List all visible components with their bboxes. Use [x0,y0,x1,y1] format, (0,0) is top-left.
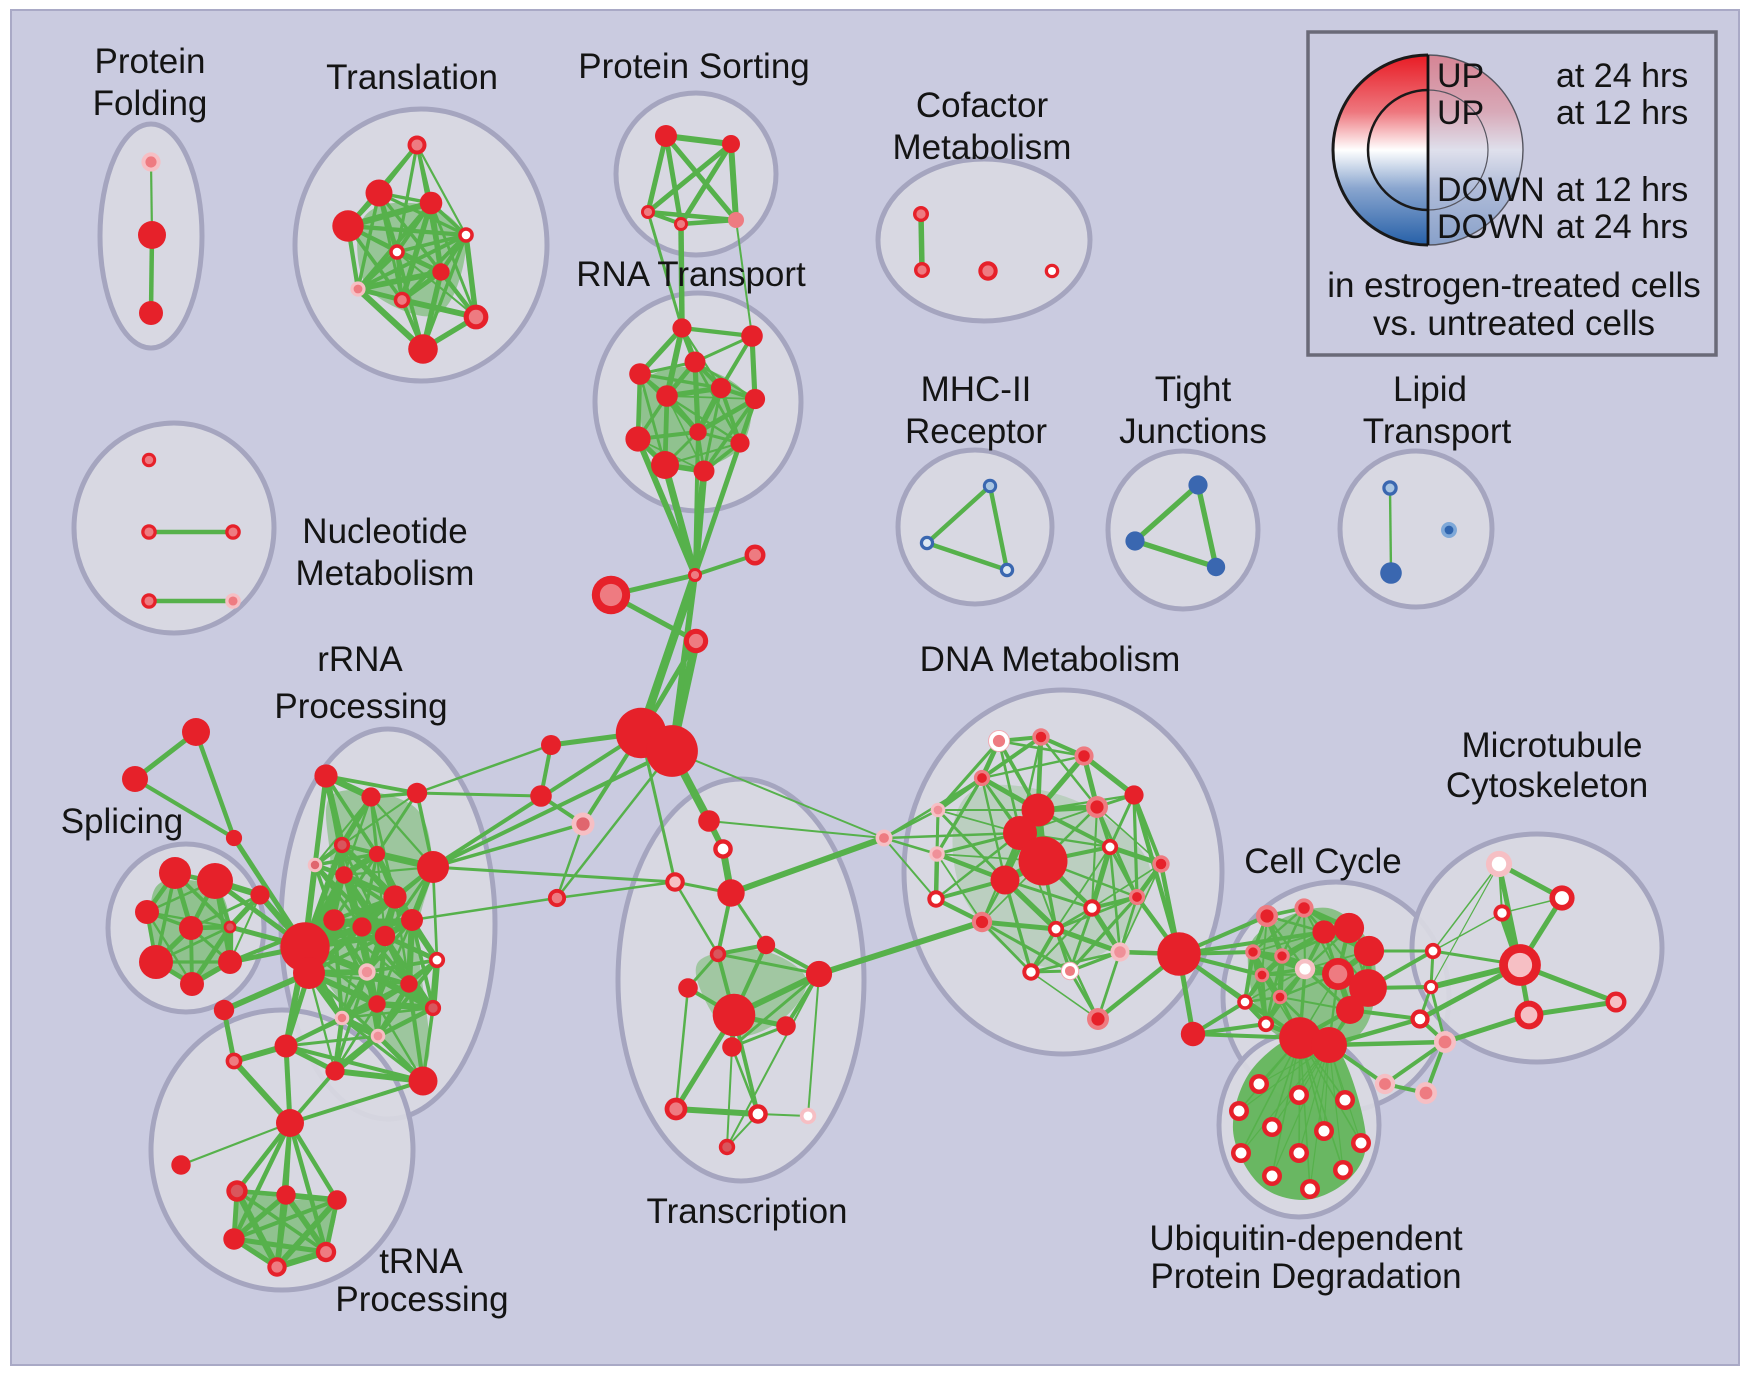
svg-text:at 12 hrs: at 12 hrs [1556,94,1688,132]
svg-text:rRNA: rRNA [317,640,403,679]
svg-text:at 12 hrs: at 12 hrs [1556,171,1688,209]
svg-text:Splicing: Splicing [61,802,184,841]
svg-text:Junctions: Junctions [1119,412,1267,451]
svg-text:Processing: Processing [274,687,447,726]
svg-text:DOWN: DOWN [1437,208,1545,246]
svg-text:Nucleotide: Nucleotide [302,512,467,551]
svg-text:UP: UP [1437,94,1484,132]
svg-text:Protein Sorting: Protein Sorting [578,47,810,86]
svg-text:Metabolism: Metabolism [893,128,1072,167]
svg-text:RNA Transport: RNA Transport [576,255,806,294]
svg-text:Lipid: Lipid [1393,370,1467,409]
svg-text:Tight: Tight [1155,370,1232,409]
svg-text:Translation: Translation [326,58,498,97]
svg-text:Transcription: Transcription [647,1192,848,1231]
svg-text:Cell Cycle: Cell Cycle [1244,842,1402,881]
svg-text:Protein Degradation: Protein Degradation [1150,1257,1461,1296]
svg-text:in estrogen-treated cells: in estrogen-treated cells [1327,266,1701,305]
svg-text:Microtubule: Microtubule [1462,726,1643,765]
svg-text:Protein: Protein [95,42,206,81]
svg-text:Cofactor: Cofactor [916,86,1049,125]
svg-text:Cytoskeleton: Cytoskeleton [1446,766,1648,805]
svg-text:at 24 hrs: at 24 hrs [1556,208,1688,246]
svg-text:Folding: Folding [93,84,208,123]
svg-text:MHC-II: MHC-II [921,370,1032,409]
svg-text:DOWN: DOWN [1437,171,1545,209]
svg-text:Processing: Processing [335,1280,508,1319]
svg-text:Metabolism: Metabolism [296,554,475,593]
svg-text:tRNA: tRNA [379,1242,463,1281]
svg-text:UP: UP [1437,57,1484,95]
svg-text:Receptor: Receptor [905,412,1047,451]
svg-text:at 24 hrs: at 24 hrs [1556,57,1688,95]
svg-text:Transport: Transport [1363,412,1512,451]
svg-text:Ubiquitin-dependent: Ubiquitin-dependent [1149,1219,1463,1258]
svg-text:vs. untreated cells: vs. untreated cells [1373,304,1655,343]
svg-text:DNA Metabolism: DNA Metabolism [920,640,1181,679]
